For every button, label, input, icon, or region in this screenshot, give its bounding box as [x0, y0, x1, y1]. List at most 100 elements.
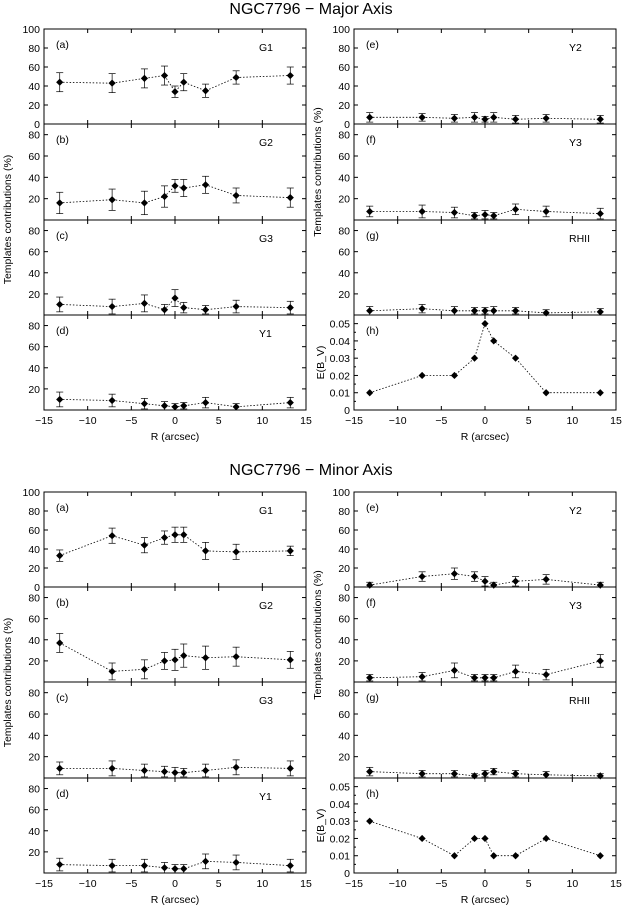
- data-point: [481, 307, 489, 315]
- data-point: [56, 199, 64, 207]
- data-point: [286, 656, 294, 664]
- data-point: [286, 764, 294, 772]
- data-point: [596, 115, 604, 123]
- y-tick-label: 100: [22, 487, 40, 499]
- panel-letter: (a): [56, 502, 69, 514]
- data-point: [366, 817, 374, 825]
- panel-letter: (g): [366, 230, 379, 242]
- y-tick-label: 20: [338, 194, 350, 206]
- data-point: [450, 114, 459, 122]
- data-point: [180, 402, 188, 410]
- data-point: [160, 71, 169, 80]
- data-point: [286, 862, 294, 870]
- data-point: [366, 674, 374, 682]
- data-point: [140, 299, 149, 307]
- x-tick-label: 5: [526, 415, 532, 427]
- panel-template-name: G1: [259, 42, 273, 54]
- data-point: [171, 182, 179, 190]
- panel-template-name: G1: [259, 505, 273, 517]
- y-tick-label: 40: [28, 730, 40, 742]
- panel-1-h: 0 0.01 0.02 0.03 0.04 0.05 −15 −10 −5 0 5 10 15 (h) E(…: [315, 777, 622, 890]
- data-point: [201, 547, 210, 555]
- panel-letter: (d): [56, 325, 69, 337]
- data-point: [140, 665, 149, 673]
- x-tick-label: −10: [389, 415, 407, 427]
- x-tick-label: 0: [172, 415, 178, 427]
- data-point: [160, 192, 169, 201]
- panel-template-name: G3: [259, 233, 273, 245]
- y-tick-label: 80: [338, 43, 350, 55]
- y-axis-label: Templates contributions (%): [312, 107, 324, 237]
- data-point: [160, 657, 169, 665]
- data-point: [511, 770, 520, 778]
- x-tick-label: 0: [172, 878, 178, 890]
- data-point: [232, 653, 240, 661]
- data-point: [490, 113, 498, 121]
- data-point: [470, 834, 479, 843]
- y-tick-label: 0.01: [330, 388, 351, 400]
- y-tick-label: 60: [28, 614, 40, 626]
- data-point: [171, 403, 179, 411]
- y-tick-label: 100: [332, 24, 350, 36]
- data-point: [140, 199, 149, 207]
- series-line: [59, 184, 291, 204]
- data-point: [542, 771, 550, 779]
- data-point: [56, 300, 64, 309]
- series-line: [59, 297, 291, 311]
- data-point: [171, 656, 179, 664]
- data-point: [490, 307, 498, 315]
- data-point: [542, 389, 550, 397]
- data-point: [56, 764, 64, 772]
- data-point: [470, 307, 479, 315]
- y-tick-label: 40: [338, 730, 350, 742]
- data-point: [450, 852, 459, 860]
- x-tick-label: −5: [435, 415, 447, 427]
- panel-letter: (e): [366, 502, 379, 514]
- data-point: [490, 212, 498, 220]
- y-tick-label: 0: [34, 582, 40, 594]
- y-tick-label: 80: [28, 688, 40, 700]
- data-point: [232, 763, 240, 771]
- y-tick-label: 60: [338, 62, 350, 74]
- y-tick-label: 80: [28, 784, 40, 796]
- data-point: [232, 302, 240, 311]
- y-tick-label: 20: [28, 289, 40, 301]
- y-tick-label: 60: [28, 525, 40, 537]
- data-point: [171, 531, 179, 539]
- x-tick-label: −10: [79, 415, 97, 427]
- panel-template-name: Y3: [569, 137, 582, 149]
- data-point: [596, 852, 604, 860]
- data-point: [201, 399, 210, 407]
- panel-1-e: 0 20 40 60 80 100 (e) Y2: [332, 487, 617, 594]
- y-tick-label: 20: [338, 752, 350, 764]
- y-tick-label: 80: [338, 226, 350, 238]
- chart-title: NGC7796 − Minor Axis: [229, 462, 392, 479]
- panel-letter: (h): [366, 788, 379, 800]
- data-point: [450, 666, 459, 674]
- data-point: [56, 395, 64, 404]
- y-axis-label: Templates contributions (%): [312, 570, 324, 700]
- panel-letter: (f): [366, 597, 376, 609]
- series-line: [369, 660, 601, 679]
- panel-1-c: 20 40 60 80 (c) G3: [28, 681, 307, 779]
- data-point: [108, 396, 116, 405]
- panel-letter: (h): [366, 325, 379, 337]
- y-tick-label: 60: [28, 805, 40, 817]
- data-point: [56, 78, 64, 86]
- data-point: [108, 79, 116, 87]
- data-point: [542, 207, 550, 216]
- x-tick-label: 5: [526, 878, 532, 890]
- series-line: [369, 308, 601, 314]
- y-tick-label: 20: [28, 656, 40, 668]
- panel-letter: (b): [56, 134, 69, 146]
- y-tick-label: 0.02: [330, 370, 351, 382]
- data-point: [366, 207, 374, 216]
- panel-letter: (d): [56, 788, 69, 800]
- y-tick-label: 80: [28, 593, 40, 605]
- y-tick-label: 20: [338, 563, 350, 575]
- data-point: [470, 354, 479, 362]
- panel-0-h: 0 0.01 0.02 0.03 0.04 0.05 −15 −10 −5 0 5 10 15 (h) E(…: [315, 314, 622, 427]
- x-tick-label: 15: [610, 415, 622, 427]
- x-tick-label: −5: [125, 878, 137, 890]
- data-point: [201, 654, 210, 662]
